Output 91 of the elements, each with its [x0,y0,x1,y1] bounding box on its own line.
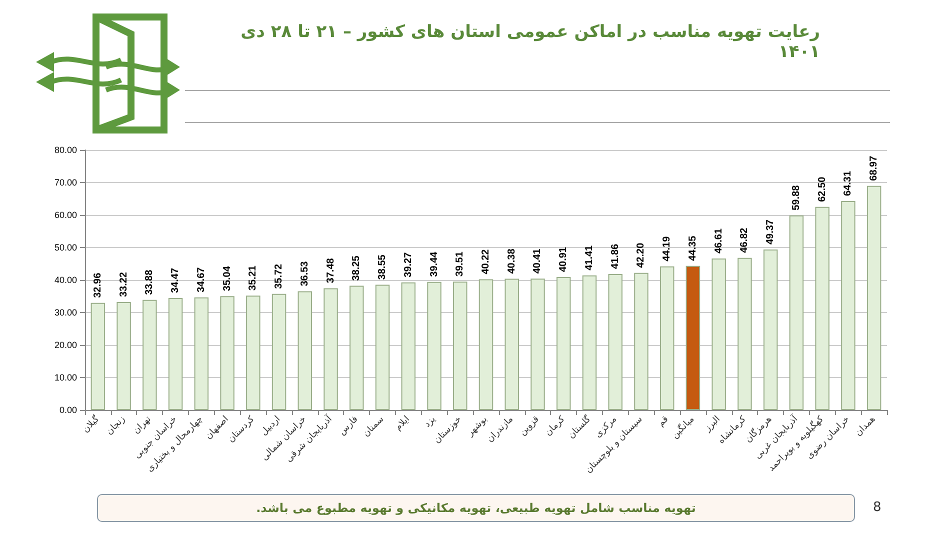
data-label: 64.31 [842,170,854,196]
x-tick-label: کرمان [544,414,568,438]
data-label: 59.88 [790,184,802,210]
bar [738,258,752,410]
data-label: 62.50 [816,176,828,202]
y-tick-label: 80.00 [54,145,77,155]
data-label: 35.72 [274,263,285,289]
y-tick-label: 50.00 [54,242,77,252]
bar [142,300,157,410]
bar [90,302,106,410]
data-label: 35.21 [248,265,259,291]
data-label: 44.35 [687,235,698,261]
data-label: 34.47 [170,268,182,293]
bar [298,291,312,410]
data-label: 41.41 [584,244,595,270]
x-tick-label: بوشهر [464,414,490,440]
x-tick-label: میانگین [668,412,697,441]
bar [375,284,390,410]
bar [453,282,468,410]
data-label: 38.25 [351,255,362,281]
data-label: 68.97 [868,155,880,181]
x-tick-label: فارس [337,414,360,438]
bar [427,282,442,410]
bar [763,250,778,410]
data-label: 38.55 [377,254,388,280]
data-label: 39.44 [428,251,440,277]
x-tick-label: قزوین [518,414,542,438]
x-tick-label: قم [656,414,671,429]
x-tick-label: یزد [422,414,438,430]
bar [789,215,804,410]
bar [194,297,209,410]
bar [168,298,183,410]
data-label: 40.91 [558,246,570,272]
data-label: 40.22 [480,248,492,274]
bar [686,266,700,410]
data-label: 34.67 [196,266,207,292]
bar [556,277,571,410]
bar [350,286,364,410]
bar [504,278,519,410]
data-label: 32.96 [92,272,104,298]
data-label: 40.41 [532,248,544,274]
x-tick-label: مرکزی [593,414,620,440]
text: تهویه مناسب شامل تهویه طبیعی، تهویه مکانیکی و تهویه مطبوع می باشد. [97,494,855,522]
x-tick-label: ایلام [394,414,412,433]
bar [401,282,416,410]
bar [272,294,286,410]
x-tick-label: گیلان [80,412,102,435]
chart-title: رعایت تهویه مناسب در اماکن عمومی استان های کشور – ۲۱ تا ۲۸ دی ۱۴۰۱ [240,22,820,62]
bar [530,278,545,410]
bar [246,296,260,410]
x-tick-label: زنجان [104,414,128,438]
bar [608,274,622,410]
bar [634,272,648,410]
y-tick-label: 60.00 [54,210,77,220]
y-tick-label: 70.00 [54,178,77,188]
data-label: 39.51 [454,251,466,277]
x-tick-label: سمنان [361,414,386,440]
bar [866,186,882,410]
x-tick-label: اردبیل [259,414,283,438]
x-tick-label: همدان [854,414,878,438]
data-label: 33.22 [118,272,130,298]
y-tick-label: 0.00 [59,405,77,415]
bar [841,200,856,410]
data-label: 35.04 [222,266,233,292]
data-label: 40.38 [506,248,518,274]
data-label: 44.19 [662,236,673,262]
data-label: 46.82 [739,227,750,253]
x-tick-label: البرز [702,414,722,434]
bar [582,275,597,410]
data-label: 42.20 [636,242,647,268]
y-tick-label: 40.00 [54,275,77,285]
bar [220,296,234,410]
bar [712,258,726,410]
bar [324,288,338,410]
data-label: 37.48 [325,258,336,284]
x-tick-label: تهران [132,414,154,436]
y-tick-label: 30.00 [54,308,77,318]
y-tick-label: 10.00 [54,372,77,382]
text: 8 [873,500,882,515]
bar [660,266,674,410]
data-label: 33.88 [144,269,156,295]
data-label: 46.61 [713,228,724,254]
bar [116,302,131,410]
bar [478,279,494,410]
bar [815,206,830,410]
data-label: 39.27 [402,252,414,278]
x-tick-label: گلستان [565,412,594,441]
data-label: 49.37 [765,219,776,245]
y-tick-label: 20.00 [54,340,77,350]
data-label: 36.53 [299,260,310,286]
data-label: 41.86 [610,243,621,269]
